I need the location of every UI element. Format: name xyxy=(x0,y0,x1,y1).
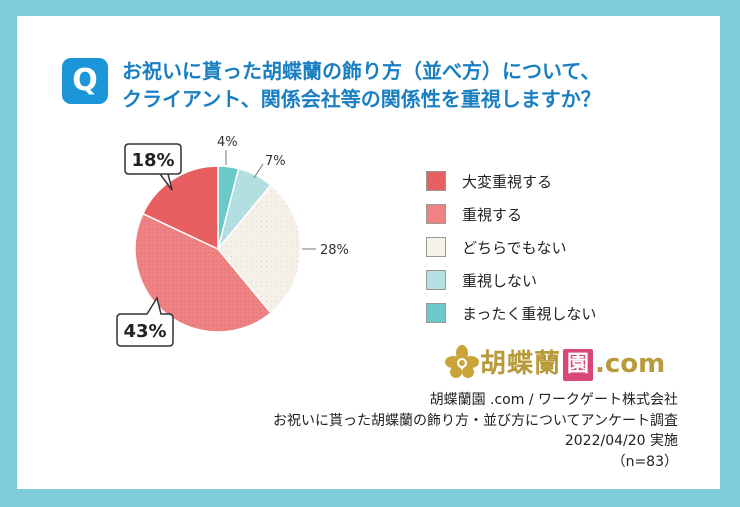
legend-label-0: 大変重視する xyxy=(462,172,553,191)
logo-suffix: .com xyxy=(595,349,666,380)
brand-logo: 胡蝶蘭園 .com xyxy=(444,342,665,382)
card-background xyxy=(17,16,720,489)
pie-slice-2 xyxy=(217,183,302,315)
footer-line-1: 胡蝶蘭園 .com / ワークゲート株式会社 xyxy=(429,392,678,408)
logo-text: 胡蝶蘭園 .com xyxy=(480,343,665,381)
label-28: 28% xyxy=(320,243,349,258)
legend-swatch-0 xyxy=(426,171,446,191)
question-badge: Q xyxy=(62,58,108,104)
label-43-bubble xyxy=(116,296,174,347)
question-title: お祝いに貰った胡蝶蘭の飾り方（並べ方）について、 クライアント、関係会社等の関係… xyxy=(122,57,682,113)
legend-item-1: 重視する xyxy=(426,203,596,225)
legend: 大変重視する 重視するどちらでもない 重視しないまったく重視しない xyxy=(426,170,596,335)
logo-kanji: 胡蝶蘭 xyxy=(480,349,562,380)
footer-notes: 胡蝶蘭園 .com / ワークゲート株式会社 お祝いに貰った胡蝶蘭の飾り方・並び… xyxy=(273,390,678,472)
footer-line-2: お祝いに貰った胡蝶蘭の飾り方・並び方についてアンケート調査 xyxy=(272,412,678,429)
label-18: 18% xyxy=(131,150,174,171)
pie-slice-0 xyxy=(141,165,219,251)
question-line-2: クライアント、関係会社等の関係性を重視しますか？ xyxy=(122,87,601,111)
leader-7 xyxy=(253,163,264,179)
legend-label-2: どちらでもない xyxy=(462,238,567,257)
label-43: 43% xyxy=(123,321,166,342)
legend-swatch-4 xyxy=(426,303,446,323)
legend-swatch-1 xyxy=(426,204,446,224)
legend-swatch-2 xyxy=(426,237,446,257)
label-18-bubble xyxy=(124,143,182,191)
label-7: 7% xyxy=(265,154,286,169)
footer-line-4: （n=83） xyxy=(611,453,678,470)
logo-boxed-char: 園 xyxy=(563,348,594,381)
legend-item-4: まったく重視しない xyxy=(426,302,596,324)
legend-item-2: どちらでもない xyxy=(426,236,596,258)
legend-item-0: 大変重視する xyxy=(426,170,596,192)
legend-label-4: まったく重視しない xyxy=(462,304,597,323)
legend-label-1: 重視する xyxy=(462,205,523,224)
legend-item-3: 重視しない xyxy=(426,269,596,291)
legend-swatch-3 xyxy=(426,270,446,290)
question-line-1: お祝いに貰った胡蝶蘭の飾り方（並べ方）について、 xyxy=(122,59,601,83)
footer-line-3: 2022/04/20 実施 xyxy=(564,433,678,449)
orchid-icon xyxy=(445,345,479,378)
legend-label-3: 重視しない xyxy=(462,271,538,290)
label-4: 4% xyxy=(217,135,238,150)
